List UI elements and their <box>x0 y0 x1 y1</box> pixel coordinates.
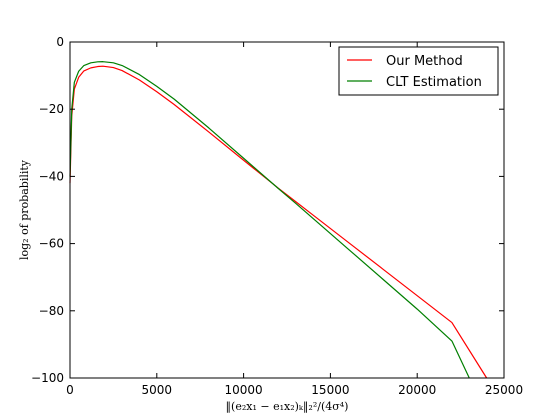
series-line-clt <box>69 61 470 379</box>
x-tick-label: 15000 <box>311 383 349 397</box>
x-tick-label: 25000 <box>485 383 523 397</box>
y-axis-label: log₂ of probability <box>18 159 31 260</box>
ticks-group <box>70 42 504 378</box>
x-tick-label: 20000 <box>398 383 436 397</box>
x-axis-label: ‖(e₂x₁ − e₁x₂)ₖ‖₂²/(4σ⁴) <box>226 400 349 414</box>
x-tick-label: 10000 <box>225 383 263 397</box>
y-tick-label: −20 <box>39 102 64 116</box>
curves-group <box>69 61 488 379</box>
y-tick-label: −40 <box>39 169 64 183</box>
legend: Our Method CLT Estimation <box>338 46 499 96</box>
plot-frame <box>69 41 505 379</box>
series-line-our-method <box>69 65 488 379</box>
tick-labels-group: 0 5000 10000 15000 20000 25000 0 −20 −40 −60 −80 −1… <box>31 35 523 397</box>
y-tick-label: −80 <box>39 304 64 318</box>
legend-box <box>338 46 499 96</box>
x-tick-label: 5000 <box>142 383 173 397</box>
y-tick-label: −60 <box>39 237 64 251</box>
y-tick-label: −100 <box>31 371 64 385</box>
legend-label-our-method: Our Method <box>386 54 463 69</box>
x-tick-label: 0 <box>66 383 74 397</box>
y-tick-label: 0 <box>56 35 64 49</box>
legend-label-clt: CLT Estimation <box>386 75 482 90</box>
